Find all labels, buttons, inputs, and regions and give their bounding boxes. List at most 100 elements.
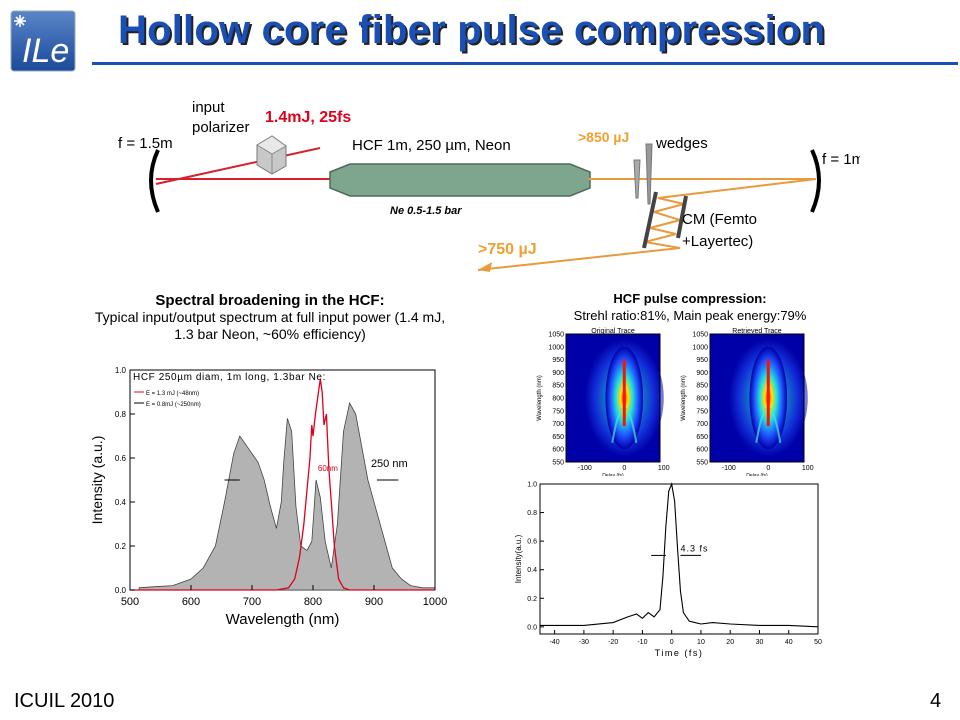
plot-frame [539,483,819,635]
footer-left: ICUIL 2010 [14,690,115,712]
y-tick-label: 550 [696,460,708,467]
focal-left-label: f = 1.5m [118,135,173,152]
legend-entry: E = 0.8mJ (~250nm) [146,402,201,408]
left-mirror [149,149,160,213]
annotation-fwhm: 4.3 fs [680,543,708,553]
chart-title: HCF 250µm diam, 1m long, 1.3bar Ne: [133,372,326,383]
y-tick-label: 900 [552,370,564,377]
polarizer-cube [256,135,287,175]
x-tick-label: -100 [722,465,736,472]
y-tick-label: 750 [696,408,708,415]
y-axis-label: Wavelength (nm) [537,375,543,420]
y-tick-label: 1050 [692,332,708,339]
logo: ILe [10,10,76,72]
wedges-label: wedges [655,135,708,152]
y-tick-label: 700 [552,421,564,428]
series-temporal-profile [540,482,819,628]
x-tick-label: 50 [814,639,822,646]
input-pulse-label: 1.4mJ, 25fs [265,109,351,126]
y-tick-label: 900 [696,370,708,377]
y-tick-label: 950 [696,357,708,364]
title-underline [92,62,958,65]
y-tick-label: 0.8 [527,510,537,517]
y-tick-label: 0.0 [527,624,537,631]
pressure-label: Ne 0.5-1.5 bar [390,205,462,217]
spectrum-chart: 500 600 700 800 900 1000 0.0 0.2 0.4 0.6 0.8 1.0 Wav… [89,366,447,628]
heatmap-frame [565,333,661,463]
polarizer-label: polarizer [192,119,250,136]
y-tick-label: 1000 [692,344,708,351]
x-tick-label: 10 [697,639,705,646]
x-tick-label: 30 [756,639,764,646]
energy-after-hcf: >850 µJ [578,129,629,145]
y-tick-label: 1.0 [115,366,127,375]
annotation-250nm: 250 nm [371,458,408,470]
spectral-caption: Spectral broadening in the HCF: Typical … [40,292,500,343]
x-tick-label: 100 [658,465,670,472]
x-axis-label: Wavelength (nm) [226,611,340,628]
retrieved-trace-chart: Retrieved Trace1050100095090085080075070… [681,328,814,476]
hollow-core-fiber [329,163,591,197]
y-tick-label: 650 [696,434,708,441]
spectral-desc-2: 1.3 bar Neon, ~60% efficiency) [174,326,366,342]
x-axis-label: Delay (fs) [602,473,624,476]
y-tick-label: 0.6 [115,454,127,463]
y-tick-label: 0.4 [527,567,537,574]
beam-out-arrow [478,262,492,272]
annotation-60nm: 60nm [318,464,338,473]
input-label: input [192,99,225,116]
chirped-mirror-2 [676,195,688,239]
temporal-chart: -40 -30 -20 -10 0 10 20 30 40 50 0.0 0.2 0.4 0.6 0.8 1.… [514,482,822,659]
y-tick-label: 0.2 [527,596,537,603]
y-tick-label: 1000 [548,344,564,351]
wedges [633,143,653,205]
chirped-mirror-1 [642,191,658,249]
spectral-heading: Spectral broadening in the HCF: [155,292,385,309]
x-tick-label: 0 [622,465,626,472]
x-tick-label: 1000 [423,596,447,608]
logo-text: ILe [22,32,69,70]
x-tick-label: 40 [785,639,793,646]
y-tick-label: 550 [552,460,564,467]
series-broadened-spectrum [138,401,436,591]
right-mirror [810,149,821,213]
y-tick-label: 650 [552,434,564,441]
x-axis-label: Delay (fs) [746,473,768,476]
x-tick-label: 500 [121,596,139,608]
y-tick-label: 0.2 [115,542,127,551]
y-tick-label: 800 [696,396,708,403]
original-trace-chart: Original Trace10501000950900850800750700… [537,328,670,476]
trace-title: Retrieved Trace [732,328,782,335]
x-tick-label: 600 [182,596,200,608]
compression-desc: Strehl ratio:81%, Main peak energy:79% [573,308,807,323]
x-tick-label: -40 [550,639,560,646]
y-tick-label: 600 [552,447,564,454]
y-tick-label: 850 [696,383,708,390]
x-tick-label: 700 [243,596,261,608]
x-tick-label: 0 [670,639,674,646]
cm-label-1: CM (Femto [682,211,757,228]
focal-right-label: f = 1m [822,151,860,168]
x-axis-label: Time (fs) [655,648,704,658]
series-input-spectrum [130,378,435,591]
x-tick-label: 800 [304,596,322,608]
y-tick-label: 0.4 [115,498,127,507]
x-tick-label: -30 [579,639,589,646]
compression-caption: HCF pulse compression: Strehl ratio:81%,… [530,290,850,324]
x-tick-label: -100 [578,465,592,472]
y-tick-label: 0.6 [527,539,537,546]
y-tick-label: 600 [696,447,708,454]
beam-orange-return [477,178,817,271]
logo-icon: ILe [10,10,76,72]
x-tick-label: 0 [766,465,770,472]
y-tick-label: 1050 [548,332,564,339]
page-title: Hollow core fiber pulse compression [118,8,826,52]
page-number: 4 [930,690,942,712]
hcf-label: HCF 1m, 250 µm, Neon [352,137,511,154]
x-tick-label: 100 [802,465,814,472]
x-tick-label: 20 [726,639,734,646]
setup-diagram: f = 1.5m input polarizer 1.4mJ, 25fs HCF… [118,99,860,272]
y-tick-label: 750 [552,408,564,415]
spectral-desc-1: Typical input/output spectrum at full in… [94,309,446,325]
cm-label-2: +Layertec) [682,233,753,250]
